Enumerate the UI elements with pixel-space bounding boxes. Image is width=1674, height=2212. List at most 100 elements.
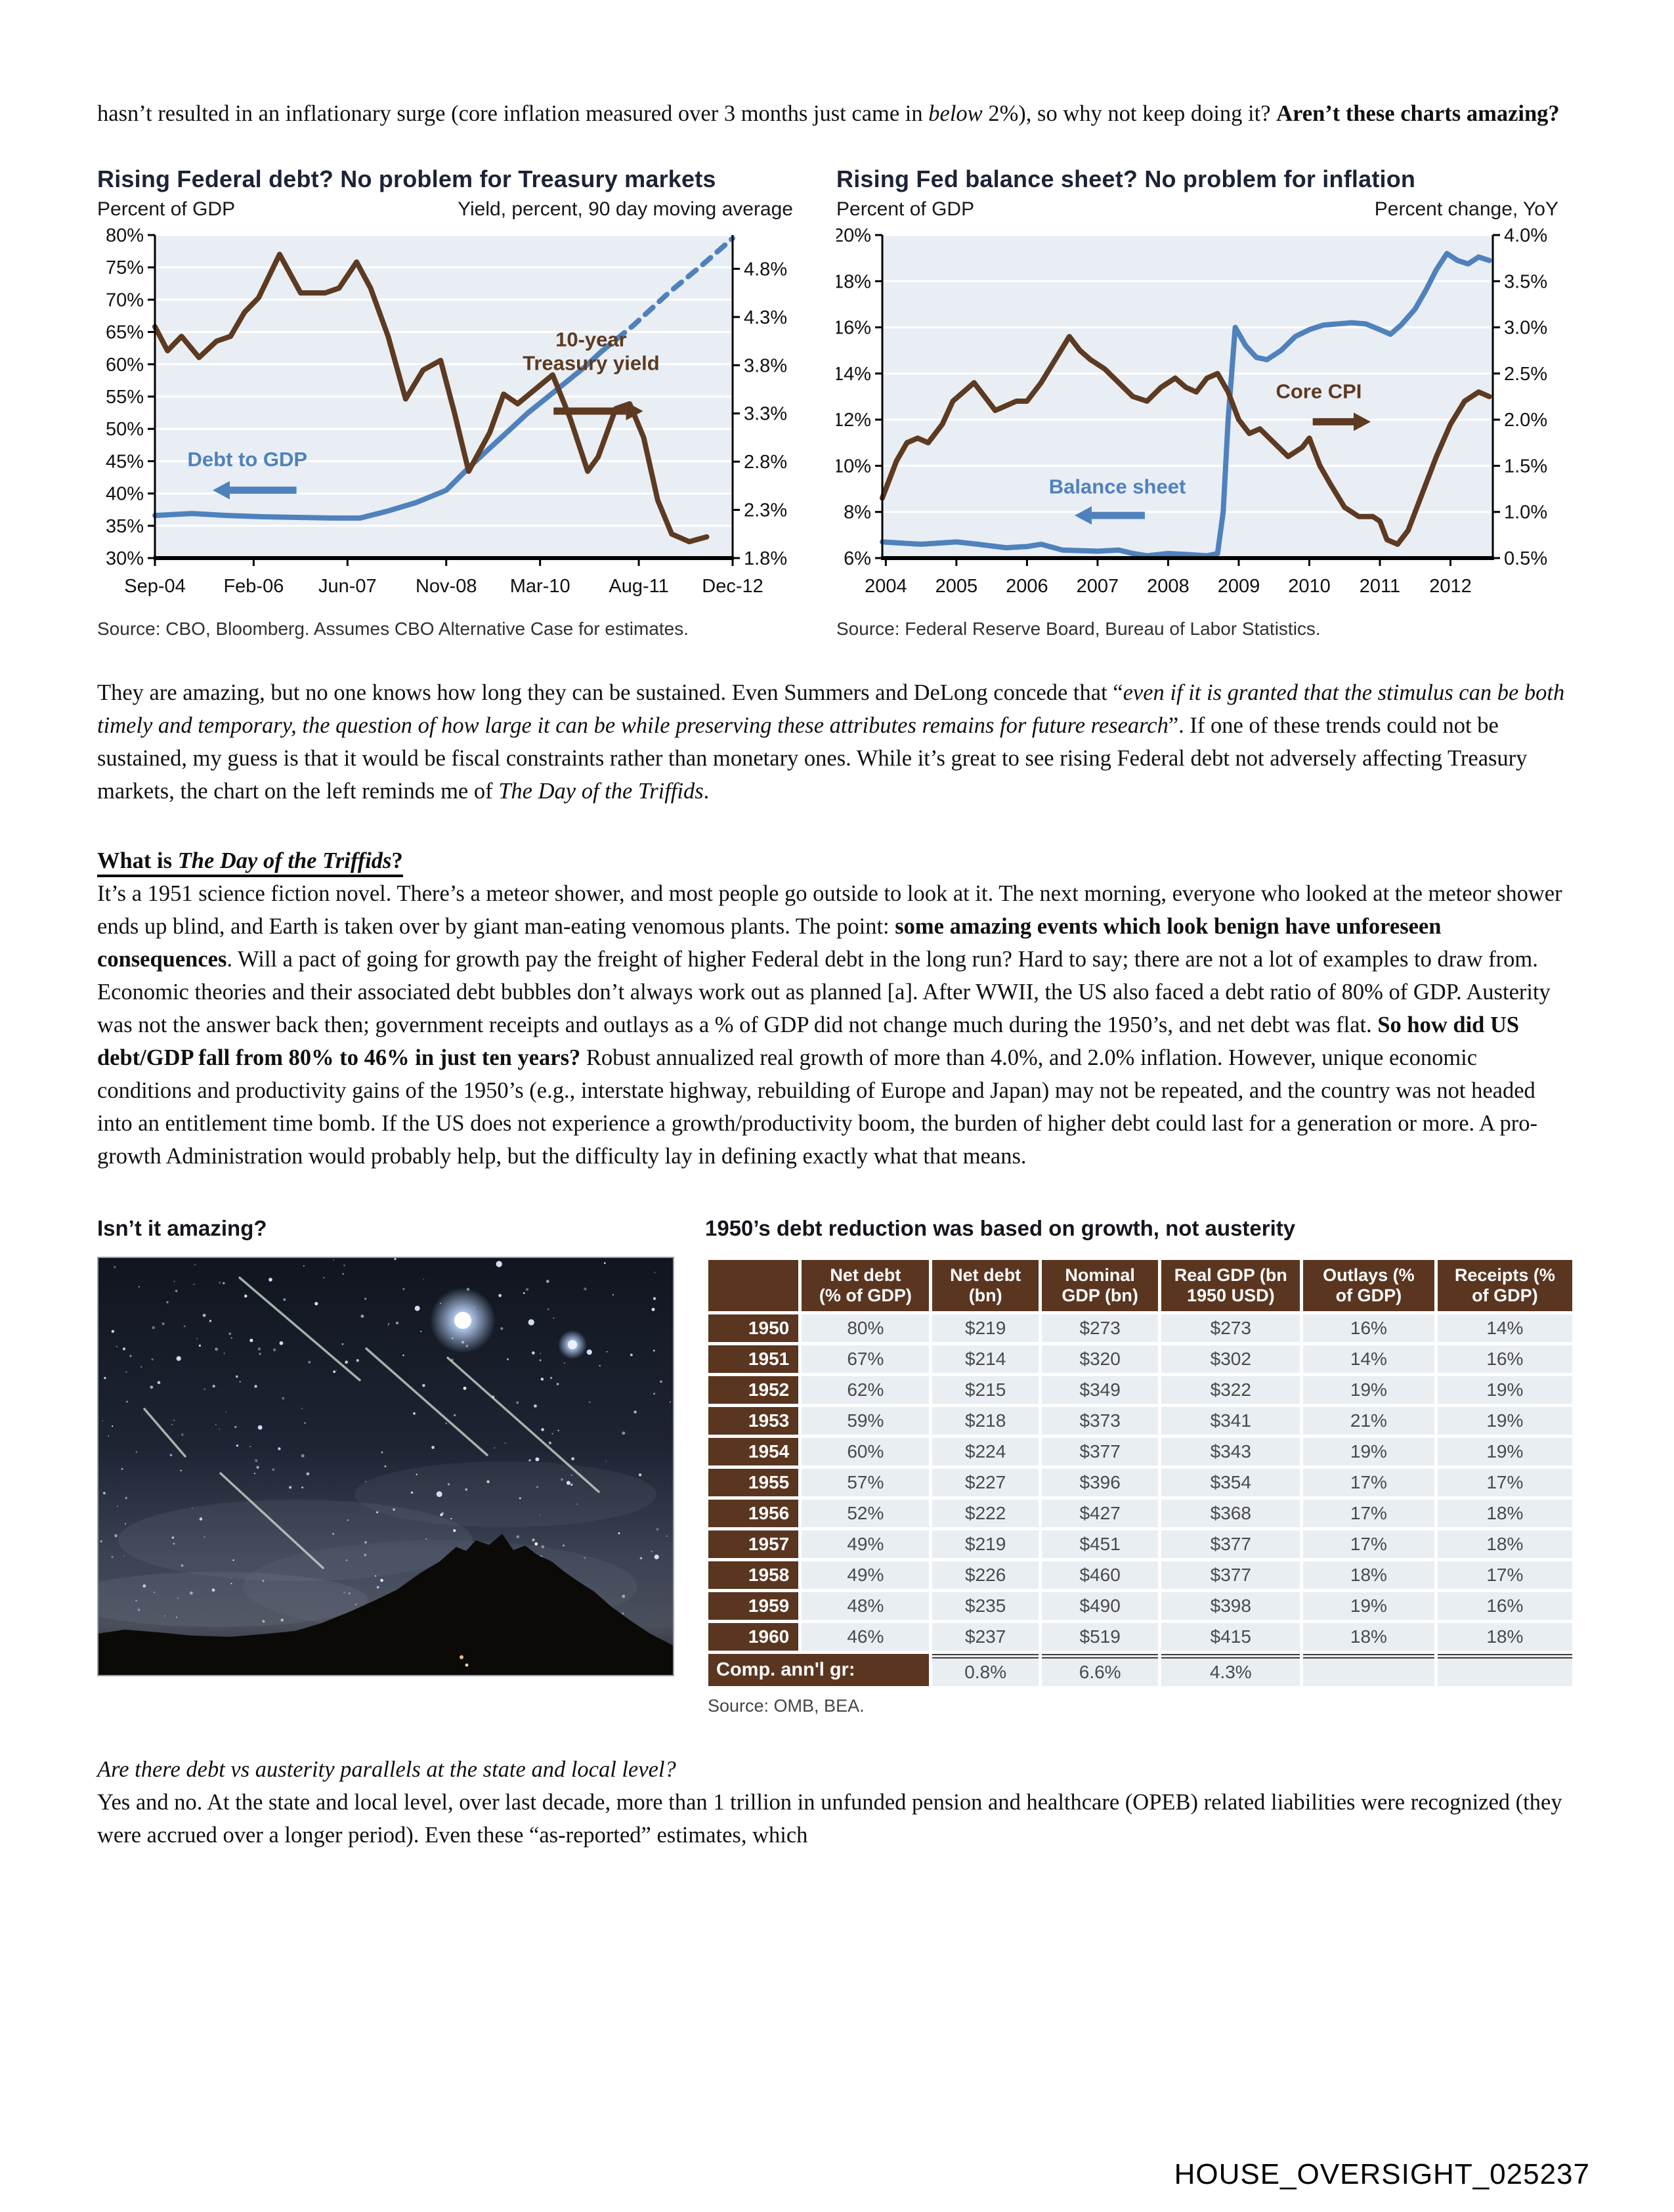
table-cell: 21% [1303, 1407, 1434, 1435]
svg-text:Mar-10: Mar-10 [510, 576, 570, 597]
table-cell: $427 [1041, 1500, 1159, 1527]
svg-text:60%: 60% [106, 355, 144, 376]
state-local-question: Are there debt vs austerity parallels at… [97, 1753, 1576, 1786]
text-segment: Aren’t these charts amazing? [1276, 101, 1560, 126]
svg-text:6%: 6% [844, 548, 871, 569]
table-row: 1955 57% $227 $396 $354 17% 17% [708, 1469, 1572, 1496]
text-segment: below [928, 101, 983, 126]
column-header: Outlays (% of GDP) [1303, 1260, 1434, 1311]
table-cell: 49% [802, 1530, 930, 1558]
svg-text:2012: 2012 [1429, 576, 1472, 597]
svg-text:2009: 2009 [1218, 576, 1260, 597]
svg-text:35%: 35% [106, 516, 144, 537]
table-cell: $224 [932, 1438, 1039, 1465]
text-segment: What is [97, 848, 178, 873]
series-balance-sheet [880, 251, 1492, 559]
svg-text:1.5%: 1.5% [1504, 456, 1547, 477]
meteor-streak [219, 1472, 324, 1569]
table-cell: 16% [1303, 1314, 1434, 1342]
svg-text:65%: 65% [106, 322, 144, 343]
column-header [708, 1260, 799, 1311]
sustained-paragraph: They are amazing, but no one knows how l… [97, 676, 1576, 808]
svg-text:Sep-04: Sep-04 [124, 576, 186, 597]
table-cell: 19% [1437, 1438, 1572, 1465]
table-cell: $354 [1161, 1469, 1300, 1496]
table-cell: 19% [1303, 1592, 1434, 1620]
svg-text:3.5%: 3.5% [1504, 271, 1547, 292]
text-segment: They are amazing, but no one knows how l… [97, 680, 1123, 705]
table-cell: $320 [1041, 1345, 1159, 1373]
table-cell: 18% [1303, 1623, 1434, 1651]
year-cell: 1955 [708, 1469, 799, 1496]
mountain-silhouette [98, 1534, 673, 1675]
left-axis-title: Percent of GDP [836, 198, 975, 220]
table-cell: $349 [1041, 1376, 1159, 1404]
table-cell: $343 [1161, 1438, 1300, 1465]
table-row: 1957 49% $219 $451 $377 17% 18% [708, 1530, 1572, 1558]
table-cell: 48% [802, 1592, 930, 1620]
table-cell: 60% [802, 1438, 930, 1465]
line-chart-balance-sheet-vs-cpi: 20% 18% 16% 14% 12% 10% 8% 6% 4.0% 3.5% 3.0% 2.5% 2.… [836, 225, 1547, 597]
year-cell: 1954 [708, 1438, 799, 1465]
meteor-streak [238, 1276, 361, 1381]
meteor-streak [365, 1347, 488, 1456]
table-row: 1959 48% $235 $490 $398 19% 16% [708, 1592, 1572, 1620]
table-cell: $219 [932, 1530, 1039, 1558]
svg-text:20%: 20% [836, 225, 871, 246]
compound-growth-row: Comp. ann'l gr: 0.8% 6.6% 4.3% [708, 1654, 1572, 1686]
chart-federal-debt: Rising Federal debt? No problem for Trea… [97, 165, 793, 640]
table-cell: $373 [1041, 1407, 1159, 1435]
table-cell: $218 [932, 1407, 1039, 1435]
table-cell: 16% [1437, 1345, 1572, 1373]
table-cell: 46% [802, 1623, 930, 1651]
table-column: 1950’s debt reduction was based on growt… [705, 1216, 1576, 1716]
annotation-label: Core CPI [1276, 380, 1362, 402]
svg-text:50%: 50% [106, 419, 144, 440]
svg-text:2011: 2011 [1360, 576, 1400, 597]
svg-text:75%: 75% [106, 257, 144, 278]
svg-text:16%: 16% [836, 318, 871, 339]
year-cell: 1957 [708, 1530, 799, 1558]
intro-paragraph: hasn’t resulted in an inflationary surge… [97, 97, 1576, 130]
table-cell: 16% [1437, 1592, 1572, 1620]
chart-source: Source: Federal Reserve Board, Bureau of… [836, 618, 1321, 639]
table-cell: 17% [1303, 1530, 1434, 1558]
table-cell: 52% [802, 1500, 930, 1527]
table-cell: $377 [1161, 1561, 1300, 1589]
text-segment: Are there debt vs austerity parallels at… [97, 1757, 676, 1782]
series-10-year-treasury-yield [152, 251, 710, 544]
svg-text:2.8%: 2.8% [744, 452, 787, 473]
triffids-paragraph: It’s a 1951 science fiction novel. There… [97, 877, 1576, 1173]
svg-text:3.0%: 3.0% [1504, 318, 1547, 339]
table-header-row: Net debt (% of GDP) Net debt (bn) Nominal GDP… [708, 1260, 1572, 1311]
table-cell: 17% [1303, 1500, 1434, 1527]
svg-text:4.8%: 4.8% [744, 259, 787, 280]
table-cell: 18% [1437, 1500, 1572, 1527]
text-segment: . Will a pact of going for growth pay th… [97, 947, 1551, 1037]
svg-text:45%: 45% [106, 451, 144, 472]
table-cell: $460 [1041, 1561, 1159, 1589]
comp-growth-value [1437, 1654, 1572, 1686]
svg-text:2004: 2004 [865, 576, 907, 597]
svg-text:14%: 14% [836, 364, 871, 385]
table-cell: $273 [1041, 1314, 1159, 1342]
table-cell: $322 [1161, 1376, 1300, 1404]
line-chart-debt-vs-yield: 80% 75% 70% 65% 60% 55% 50% 45% 40% 35% 30% 4.8% 4.3… [106, 225, 787, 597]
series-debt-to-gdp-cbo-alternative-case-projection- [599, 235, 735, 355]
svg-text:Nov-08: Nov-08 [416, 576, 477, 597]
table-cell: 18% [1437, 1530, 1572, 1558]
comp-growth-value: 4.3% [1161, 1654, 1300, 1686]
meteor-streak [143, 1408, 186, 1458]
table-cell: 67% [802, 1345, 930, 1373]
triffids-heading-text: What is The Day of the Triffids? [97, 848, 403, 877]
table-cell: 14% [1303, 1345, 1434, 1373]
svg-text:40%: 40% [106, 484, 144, 505]
table-cell: $302 [1161, 1345, 1300, 1373]
svg-text:Jun-07: Jun-07 [318, 576, 377, 597]
table-cell: 49% [802, 1561, 930, 1589]
svg-text:Aug-11: Aug-11 [609, 576, 668, 597]
text-segment: hasn’t resulted in an inflationary surge… [97, 101, 929, 126]
bates-number: HOUSE_OVERSIGHT_025237 [1174, 2158, 1590, 2190]
table-cell: $377 [1041, 1438, 1159, 1465]
svg-text:2008: 2008 [1147, 576, 1190, 597]
